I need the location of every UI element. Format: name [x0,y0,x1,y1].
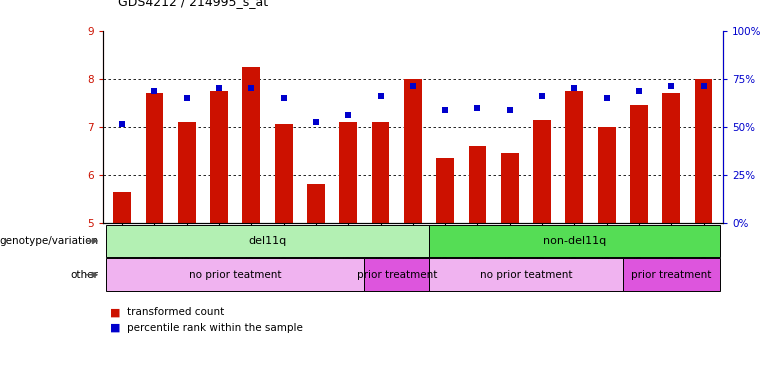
Bar [371,122,390,223]
Bar [501,153,519,223]
Point [406,83,419,89]
Text: transformed count: transformed count [127,307,224,317]
Point [180,95,193,101]
Text: prior treatment: prior treatment [356,270,437,280]
Text: ■: ■ [110,323,121,333]
Point [374,93,387,99]
Point [633,88,645,94]
Point [665,83,677,89]
Point [310,119,322,125]
Bar [178,122,196,223]
Point [116,121,128,127]
Bar [113,192,131,223]
Text: GDS4212 / 214995_s_at: GDS4212 / 214995_s_at [118,0,268,8]
Point [568,85,581,91]
Text: prior treatment: prior treatment [631,270,712,280]
Point [439,107,451,113]
Bar [339,122,357,223]
Bar [404,79,422,223]
Point [698,83,710,89]
Bar [210,91,228,223]
Text: percentile rank within the sample: percentile rank within the sample [127,323,303,333]
Point [213,85,225,91]
Point [278,95,290,101]
Text: no prior teatment: no prior teatment [479,270,572,280]
Point [148,88,161,94]
Bar [469,146,486,223]
Text: non-del11q: non-del11q [543,236,606,246]
Bar [436,158,454,223]
Bar [695,79,712,223]
Point [471,104,483,111]
Point [504,107,516,113]
Point [536,93,548,99]
Bar [630,105,648,223]
Point [342,112,355,118]
Bar [145,93,164,223]
Bar [598,127,616,223]
Bar [307,184,325,223]
Text: del11q: del11q [248,236,287,246]
Text: other: other [70,270,98,280]
Text: genotype/variation: genotype/variation [0,236,98,246]
Text: no prior teatment: no prior teatment [189,270,282,280]
Bar [275,124,292,223]
Bar [533,119,551,223]
Text: ■: ■ [110,307,121,317]
Bar [662,93,680,223]
Point [245,85,257,91]
Bar [565,91,583,223]
Bar [243,67,260,223]
Point [600,95,613,101]
